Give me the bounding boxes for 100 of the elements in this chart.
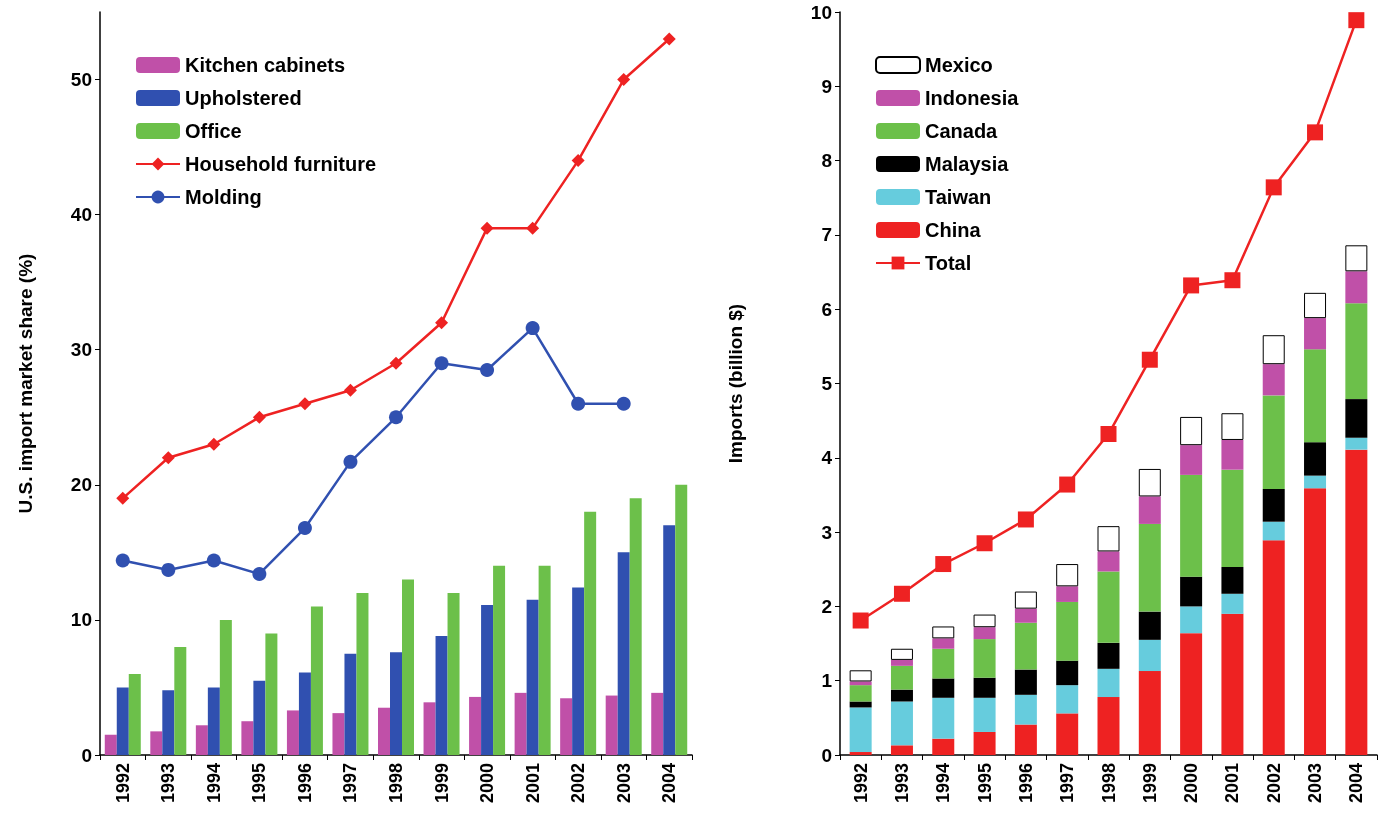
bar	[447, 592, 460, 755]
bar	[332, 713, 345, 755]
x-tick-label: 2001	[1222, 763, 1243, 804]
bar	[1262, 335, 1285, 365]
bar	[1180, 416, 1203, 446]
x-tick-label: 1996	[294, 763, 315, 804]
bar	[150, 731, 163, 755]
bar	[1056, 601, 1079, 661]
bar	[390, 652, 402, 755]
y-tick-label: 0	[821, 744, 832, 766]
legend-label: Mexico	[925, 54, 993, 76]
bar	[973, 677, 996, 698]
point	[252, 410, 266, 424]
x-tick-label: 2002	[1263, 763, 1284, 804]
bar	[1014, 694, 1037, 725]
point	[434, 356, 449, 371]
point	[852, 612, 869, 629]
bar	[241, 721, 254, 755]
bar	[1097, 697, 1120, 755]
bar	[1221, 593, 1244, 614]
point	[480, 221, 494, 235]
bar	[104, 734, 117, 755]
bar	[265, 633, 278, 755]
bar	[1221, 567, 1244, 594]
x-tick-label: 1998	[1098, 763, 1119, 804]
y-tick-label: 5	[821, 373, 833, 394]
bar	[1138, 671, 1161, 755]
bar	[1304, 488, 1327, 755]
point	[343, 383, 357, 397]
bar	[435, 636, 448, 755]
x-tick-label: 1994	[203, 763, 224, 804]
point	[617, 73, 631, 87]
x-tick-label: 2000	[1181, 763, 1202, 804]
bar	[1304, 318, 1327, 350]
bar	[219, 619, 232, 755]
y-tick-label: 1	[821, 670, 833, 692]
bar	[1304, 349, 1327, 443]
y-tick-label: 3	[821, 521, 832, 543]
bar	[1345, 271, 1368, 304]
legend-label: Household furniture	[185, 153, 377, 175]
bar	[1345, 245, 1368, 272]
x-tick-label: 1997	[1057, 763, 1078, 804]
bar	[663, 525, 676, 755]
legend-label: Taiwan	[925, 186, 992, 208]
bar	[890, 659, 913, 666]
bar	[932, 638, 955, 649]
bar	[423, 702, 436, 755]
bar	[514, 692, 527, 755]
x-tick-label: 2004	[659, 763, 680, 804]
bar	[629, 498, 642, 755]
x-tick-label: 2002	[568, 763, 589, 804]
bar	[849, 707, 872, 753]
bar	[1262, 364, 1285, 396]
bar	[973, 614, 996, 628]
x-tick-label: 2003	[1305, 763, 1326, 804]
bar	[344, 653, 357, 755]
point	[161, 562, 176, 577]
bar	[1221, 439, 1244, 470]
point	[1224, 272, 1241, 289]
x-tick-label: 2000	[477, 763, 498, 804]
bar	[584, 511, 597, 755]
x-tick-label: 1993	[891, 763, 912, 804]
point	[1059, 476, 1076, 493]
bar	[1014, 608, 1037, 623]
x-tick-label: 1993	[158, 763, 179, 804]
bar	[1345, 437, 1368, 450]
point	[343, 454, 358, 469]
bar	[1097, 551, 1120, 572]
bar	[1304, 475, 1327, 489]
bar	[1262, 540, 1285, 755]
bar	[890, 648, 913, 660]
bar	[402, 579, 414, 755]
bar	[1180, 474, 1203, 577]
bar	[560, 698, 573, 755]
point	[525, 321, 540, 336]
bar	[651, 692, 664, 755]
legend-label: Canada	[925, 120, 999, 142]
bar	[174, 646, 187, 755]
bar	[526, 599, 539, 755]
bar	[469, 696, 482, 755]
bar	[675, 484, 688, 755]
point	[435, 316, 449, 330]
bar	[538, 565, 551, 755]
bar	[1221, 613, 1244, 755]
bar	[481, 605, 494, 755]
y-axis-title: Imports (billion $)	[725, 303, 746, 464]
x-tick-label: 2001	[522, 763, 543, 804]
bar	[1221, 469, 1244, 568]
y-tick-label: 8	[821, 150, 832, 172]
point	[526, 221, 540, 235]
bar	[1056, 660, 1079, 686]
bar	[932, 648, 955, 679]
point	[662, 32, 676, 46]
bar	[1345, 449, 1368, 755]
bar	[1014, 622, 1037, 670]
bar	[1097, 642, 1120, 669]
bar	[1345, 303, 1368, 400]
bar	[617, 552, 630, 755]
x-tick-label: 1992	[112, 763, 133, 804]
bar	[1221, 413, 1244, 440]
